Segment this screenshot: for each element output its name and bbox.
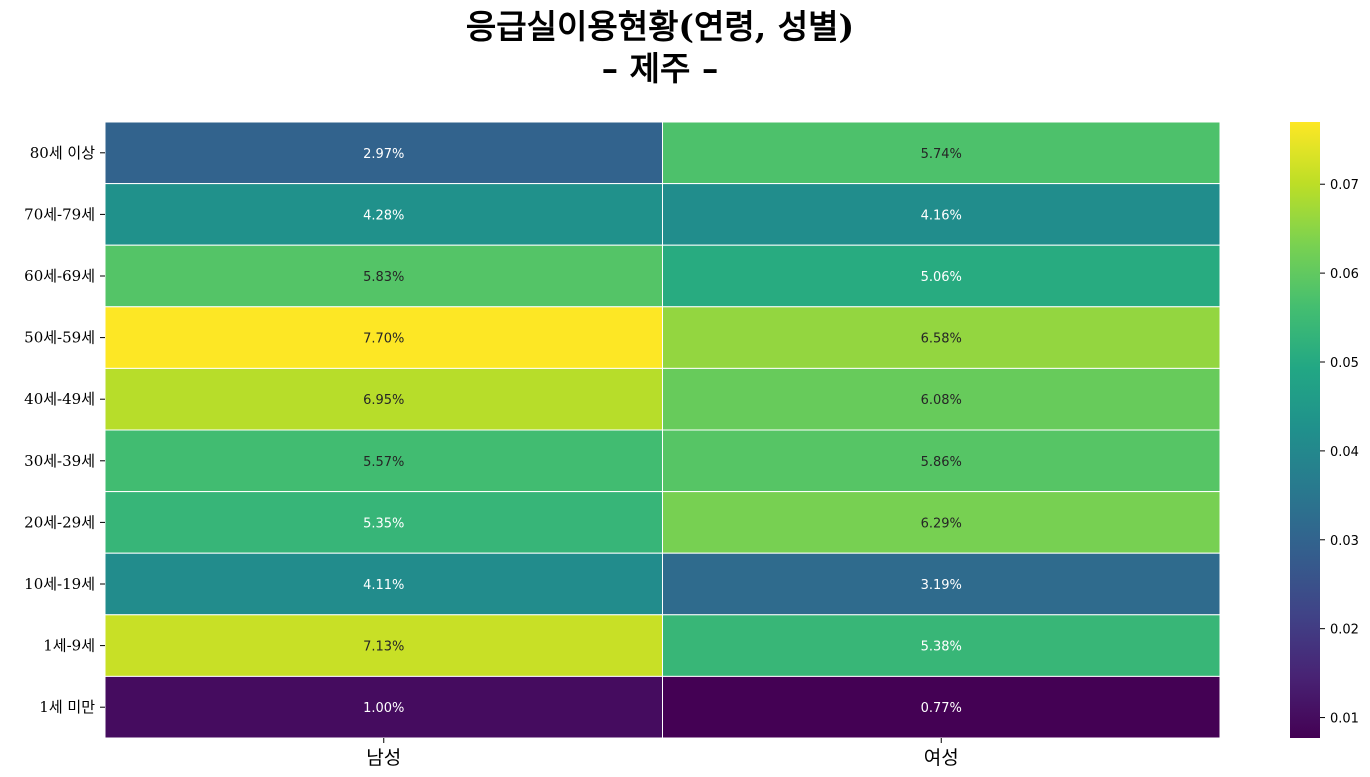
heatmap-cell — [662, 306, 1221, 369]
heatmap-cell — [104, 244, 663, 308]
cell-value-label: 5.86% — [921, 455, 962, 470]
column-labels: 남성 여성 — [366, 738, 959, 769]
heatmap-cell — [104, 121, 663, 185]
cell-value-label: 6.08% — [921, 393, 962, 408]
cell-value-label: 4.28% — [363, 208, 404, 223]
heatmap-cell — [104, 675, 663, 739]
cell-value-label: 5.06% — [921, 270, 962, 285]
heatmap-cell — [662, 121, 1221, 185]
row-label: 60세-69세 — [24, 267, 95, 285]
colorbar-tick-label: 0.02 — [1330, 623, 1359, 638]
heatmap-cell — [662, 491, 1221, 554]
heatmap-cell — [662, 183, 1221, 246]
heatmap-cell — [104, 491, 663, 554]
heatmap-cell — [662, 367, 1221, 431]
heatmap-cell — [662, 614, 1221, 677]
cell-value-label: 7.70% — [363, 332, 404, 347]
cell-value-label: 5.57% — [363, 455, 404, 470]
heatmap-cell — [662, 552, 1221, 616]
colorbar-tick-label: 0.07 — [1330, 178, 1359, 193]
cell-value-label: 7.13% — [363, 640, 404, 655]
row-label: 20세-29세 — [24, 513, 95, 531]
row-label: 80세 이상 — [30, 144, 95, 162]
colorbar-gradient — [1290, 122, 1320, 738]
heatmap-cell — [662, 675, 1221, 739]
chart-title: 응급실이용현황(연령, 성별) — [466, 7, 854, 46]
colorbar-tick-label: 0.06 — [1330, 267, 1359, 282]
colorbar-tick-label: 0.04 — [1330, 445, 1359, 460]
heatmap-cells: 2.97% 5.74% 4.28% 4.16% 5.83% 5.06% 7.70% 6.58%… — [104, 121, 1221, 739]
heatmap-cell — [104, 552, 663, 616]
heatmap-cell — [662, 429, 1221, 493]
colorbar-tick-label: 0.01 — [1330, 712, 1359, 727]
cell-value-label: 5.83% — [363, 270, 404, 285]
colorbar-tick-label: 0.03 — [1330, 534, 1359, 549]
cell-value-label: 1.00% — [363, 701, 404, 716]
row-label: 10세-19세 — [24, 575, 95, 593]
row-label: 1세 미만 — [39, 698, 95, 716]
colorbar: 0.01 0.02 0.03 0.04 0.05 0.06 0.07 — [1290, 122, 1359, 738]
cell-value-label: 0.77% — [921, 701, 962, 716]
cell-value-label: 4.11% — [363, 578, 404, 593]
cell-value-label: 2.97% — [363, 147, 404, 162]
cell-value-label: 4.16% — [921, 208, 962, 223]
cell-value-label: 5.38% — [921, 640, 962, 655]
row-label: 50세-59세 — [24, 329, 95, 347]
colorbar-tick-label: 0.05 — [1330, 356, 1359, 371]
heatmap-cell — [662, 244, 1221, 308]
cell-value-label: 6.29% — [921, 516, 962, 531]
column-label: 여성 — [924, 747, 959, 769]
chart-subtitle: – 제주 – — [602, 49, 719, 88]
row-label: 30세-39세 — [24, 452, 95, 470]
cell-value-label: 6.95% — [363, 393, 404, 408]
cell-value-label: 6.58% — [921, 332, 962, 347]
cell-value-label: 5.35% — [363, 516, 404, 531]
heatmap-cell — [104, 614, 663, 677]
row-label: 1세-9세 — [43, 637, 95, 655]
row-labels: 80세 이상 70세-79세 60세-69세 50세-59세 40세-49세 30세-39… — [24, 144, 105, 716]
cell-value-label: 3.19% — [921, 578, 962, 593]
cell-value-label: 5.74% — [921, 147, 962, 162]
heatmap-cell — [104, 183, 663, 246]
row-label: 40세-49세 — [24, 390, 95, 408]
row-label: 70세-79세 — [24, 205, 95, 223]
column-label: 남성 — [366, 747, 401, 769]
